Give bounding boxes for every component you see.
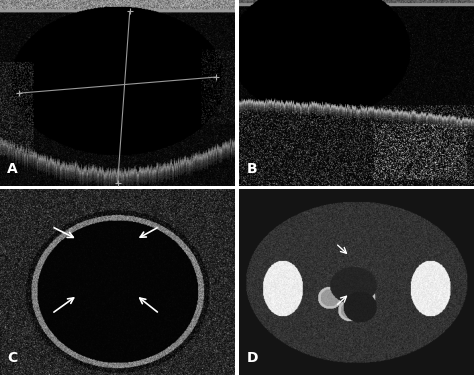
Text: A: A [7,162,18,176]
Text: B: B [246,162,257,176]
Text: D: D [246,351,258,365]
Text: C: C [7,351,17,365]
